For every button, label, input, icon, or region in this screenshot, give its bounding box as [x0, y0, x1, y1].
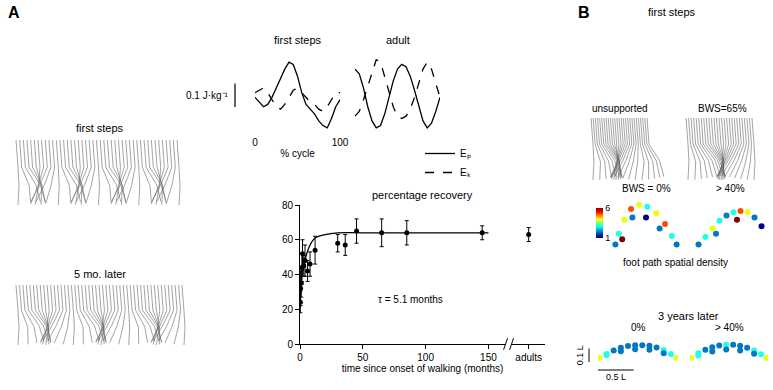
- svg-text:BWS=65%: BWS=65%: [698, 103, 747, 114]
- svg-text:BWS = 0%: BWS = 0%: [622, 183, 671, 194]
- svg-text:τ = 5.1 months: τ = 5.1 months: [378, 294, 443, 305]
- svg-text:first steps: first steps: [274, 34, 322, 46]
- svg-text:adults: adults: [515, 352, 542, 363]
- svg-text:0: 0: [297, 352, 303, 363]
- svg-text:80: 80: [282, 200, 294, 211]
- svg-text:0.1 J·kg⁻¹: 0.1 J·kg⁻¹: [186, 90, 229, 101]
- svg-text:5 mo. later: 5 mo. later: [74, 268, 126, 280]
- svg-text:3 years later: 3 years later: [658, 310, 719, 322]
- svg-text:60: 60: [282, 234, 294, 245]
- svg-text:100: 100: [332, 137, 349, 148]
- svg-text:first steps: first steps: [76, 122, 124, 134]
- svg-text:0: 0: [252, 137, 258, 148]
- svg-text:100: 100: [417, 352, 434, 363]
- svg-text:0: 0: [287, 339, 293, 350]
- svg-text:unsupported: unsupported: [592, 103, 648, 114]
- svg-text:20: 20: [282, 304, 294, 315]
- svg-text:time since onset of walking (m: time since onset of walking (months): [342, 363, 504, 374]
- svg-text:0.1 L: 0.1 L: [575, 345, 585, 365]
- svg-text:first steps: first steps: [648, 6, 696, 18]
- svg-text:1: 1: [605, 233, 610, 243]
- svg-text:Eₖ: Eₖ: [460, 167, 471, 178]
- svg-text:40: 40: [282, 269, 294, 280]
- svg-text:0.5 L: 0.5 L: [606, 372, 626, 382]
- svg-text:percentage recovery: percentage recovery: [372, 189, 473, 201]
- svg-text:0%: 0%: [631, 322, 646, 333]
- svg-text:150: 150: [480, 352, 497, 363]
- svg-text:> 40%: > 40%: [715, 322, 744, 333]
- svg-text:A: A: [8, 4, 20, 21]
- svg-text:Eₚ: Eₚ: [460, 148, 471, 160]
- svg-text:> 40%: > 40%: [716, 183, 745, 194]
- svg-text:foot path spatial density: foot path spatial density: [623, 257, 728, 268]
- svg-text:% cycle: % cycle: [280, 148, 315, 159]
- svg-text:adult: adult: [386, 34, 410, 46]
- svg-text:50: 50: [357, 352, 369, 363]
- svg-text:6: 6: [605, 203, 610, 213]
- svg-text:B: B: [578, 4, 590, 21]
